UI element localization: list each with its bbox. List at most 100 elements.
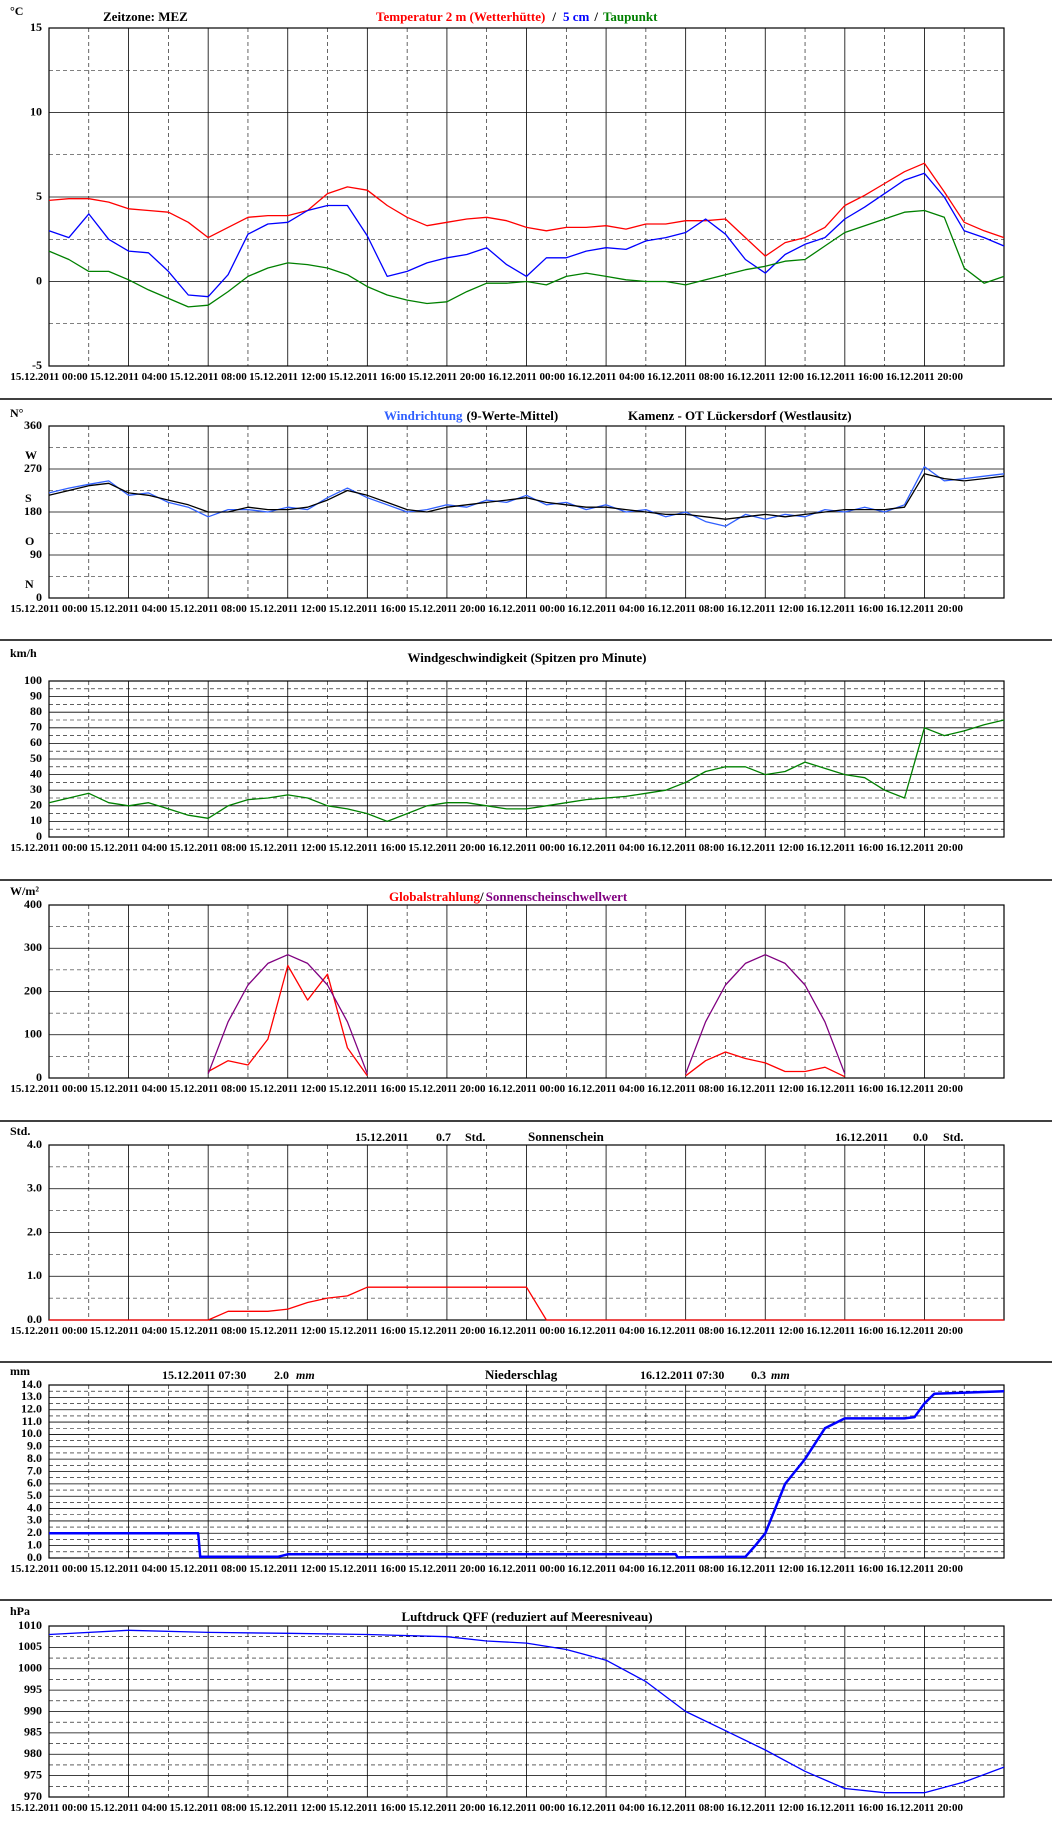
y-tick-label: 1.0 xyxy=(27,1268,42,1282)
y-tick-label: 20 xyxy=(30,798,42,812)
total-date: 15.12.2011 07:30 xyxy=(162,1368,246,1382)
timezone: Zeitzone: MEZ xyxy=(103,9,188,24)
plot-frame xyxy=(48,1384,1005,1559)
legend-entry: Temperatur 2 m (Wetterhütte) xyxy=(376,9,545,24)
y-tick-label: 995 xyxy=(24,1682,42,1696)
x-tick-label: 16.12.2011 12:00 xyxy=(726,1083,804,1095)
x-tick-label: 16.12.2011 04:00 xyxy=(567,842,645,854)
y-tick-label: 2.0 xyxy=(27,1224,42,1238)
y-tick-label: 1.0 xyxy=(27,1537,42,1551)
x-tick-label: 15.12.2011 16:00 xyxy=(328,842,406,854)
series-line xyxy=(207,954,846,1074)
series-line xyxy=(48,465,1005,527)
total-unit: Std. xyxy=(943,1130,963,1144)
x-tick-label: 15.12.2011 20:00 xyxy=(408,1802,486,1814)
y-tick-label: 6.0 xyxy=(27,1476,42,1490)
y-tick-label: 3.0 xyxy=(27,1513,42,1527)
x-tick-label: 16.12.2011 04:00 xyxy=(567,1325,645,1337)
x-tick-label: 16.12.2011 08:00 xyxy=(647,842,725,854)
x-tick-label: 16.12.2011 16:00 xyxy=(806,1325,884,1337)
x-tick-label: 16.12.2011 20:00 xyxy=(885,1563,964,1575)
separator: / xyxy=(551,9,556,24)
series-line xyxy=(49,1286,1004,1321)
x-tick-label: 16.12.2011 16:00 xyxy=(806,1083,884,1095)
total-unit: Std. xyxy=(465,1130,485,1144)
x-tick-label: 15.12.2011 16:00 xyxy=(328,1083,406,1095)
legend-entry: Windrichtung xyxy=(384,408,463,423)
x-tick-label: 15.12.2011 16:00 xyxy=(328,1563,406,1575)
plot-frame xyxy=(48,1625,1005,1798)
x-tick-label: 15.12.2011 04:00 xyxy=(89,1802,168,1814)
x-tick-label: 16.12.2011 20:00 xyxy=(885,603,964,615)
separator: / xyxy=(479,889,484,904)
y-tick-label: 40 xyxy=(30,766,42,780)
plot-frame xyxy=(48,425,1005,599)
series-line xyxy=(48,172,1005,298)
x-tick-label: 16.12.2011 12:00 xyxy=(726,603,804,615)
y-axis-label: W/m² xyxy=(10,884,39,898)
compass-label: W xyxy=(25,448,37,462)
y-tick-label: 15 xyxy=(30,20,42,34)
x-tick-label: 15.12.2011 04:00 xyxy=(89,1083,168,1095)
x-tick-label: 16.12.2011 12:00 xyxy=(726,1563,804,1575)
x-tick-label: 15.12.2011 08:00 xyxy=(169,1802,247,1814)
x-tick-label: 15.12.2011 00:00 xyxy=(10,1802,88,1814)
x-tick-label: 15.12.2011 20:00 xyxy=(408,1325,486,1337)
y-tick-label: 11.0 xyxy=(22,1414,42,1428)
y-tick-label: 1010 xyxy=(18,1618,42,1632)
series-line xyxy=(49,1389,1005,1559)
x-tick-label: 16.12.2011 00:00 xyxy=(487,842,566,854)
x-tick-label: 16.12.2011 12:00 xyxy=(726,371,804,383)
series-line xyxy=(207,964,846,1078)
x-tick-label: 15.12.2011 20:00 xyxy=(408,1083,486,1095)
y-axis-label: Std. xyxy=(10,1124,30,1138)
x-tick-label: 15.12.2011 12:00 xyxy=(249,603,327,615)
y-tick-label: 270 xyxy=(24,461,42,475)
legend: Globalstrahlung/Sonnenscheinschwellwert xyxy=(389,889,628,904)
y-tick-label: 90 xyxy=(30,688,42,702)
y-tick-label: 90 xyxy=(30,547,42,561)
y-tick-label: 300 xyxy=(24,940,42,954)
x-tick-label: 15.12.2011 00:00 xyxy=(10,371,88,383)
x-tick-label: 15.12.2011 20:00 xyxy=(408,603,486,615)
chart-title: Sonnenschein xyxy=(528,1129,605,1144)
y-tick-label: 0 xyxy=(36,1070,42,1084)
x-tick-label: 16.12.2011 00:00 xyxy=(487,1563,566,1575)
y-tick-label: 0.0 xyxy=(27,1312,42,1326)
x-tick-label: 15.12.2011 04:00 xyxy=(89,1563,168,1575)
x-tick-label: 15.12.2011 12:00 xyxy=(249,1563,327,1575)
x-tick-label: 16.12.2011 08:00 xyxy=(647,603,725,615)
x-tick-label: 16.12.2011 04:00 xyxy=(567,1083,645,1095)
x-tick-label: 16.12.2011 20:00 xyxy=(885,1083,964,1095)
series-line xyxy=(48,719,1005,823)
legend-entry: Sonnenscheinschwellwert xyxy=(486,889,628,904)
total-date: 16.12.2011 07:30 xyxy=(640,1368,724,1382)
series-line xyxy=(48,1629,1005,1794)
y-tick-label: 7.0 xyxy=(27,1463,42,1477)
y-tick-label: 50 xyxy=(30,751,42,765)
legend: Windrichtung (9-Werte-Mittel) xyxy=(384,408,558,423)
legend-entry: (9-Werte-Mittel) xyxy=(467,408,559,423)
x-tick-label: 15.12.2011 08:00 xyxy=(169,1563,247,1575)
x-tick-label: 16.12.2011 16:00 xyxy=(806,842,884,854)
legend-entry: Globalstrahlung xyxy=(389,889,481,904)
x-tick-label: 15.12.2011 04:00 xyxy=(89,1325,168,1337)
y-axis-label: mm xyxy=(10,1364,30,1378)
total-value: 2.0 xyxy=(274,1368,289,1382)
y-tick-label: 985 xyxy=(24,1725,42,1739)
y-axis-label: N° xyxy=(10,406,24,420)
x-tick-label: 16.12.2011 16:00 xyxy=(806,603,884,615)
x-tick-label: 16.12.2011 08:00 xyxy=(647,1325,725,1337)
total-value: 0.7 xyxy=(436,1130,451,1144)
y-tick-label: 180 xyxy=(24,504,42,518)
y-tick-label: 400 xyxy=(24,897,42,911)
legend: Temperatur 2 m (Wetterhütte)/5 cm / Taupun… xyxy=(376,9,658,24)
x-tick-label: 16.12.2011 20:00 xyxy=(885,371,964,383)
plot-frame xyxy=(48,904,1005,1079)
x-tick-label: 15.12.2011 12:00 xyxy=(249,1802,327,1814)
x-tick-label: 15.12.2011 20:00 xyxy=(408,1563,486,1575)
y-tick-label: 5.0 xyxy=(27,1488,42,1502)
x-tick-label: 15.12.2011 12:00 xyxy=(249,1083,327,1095)
